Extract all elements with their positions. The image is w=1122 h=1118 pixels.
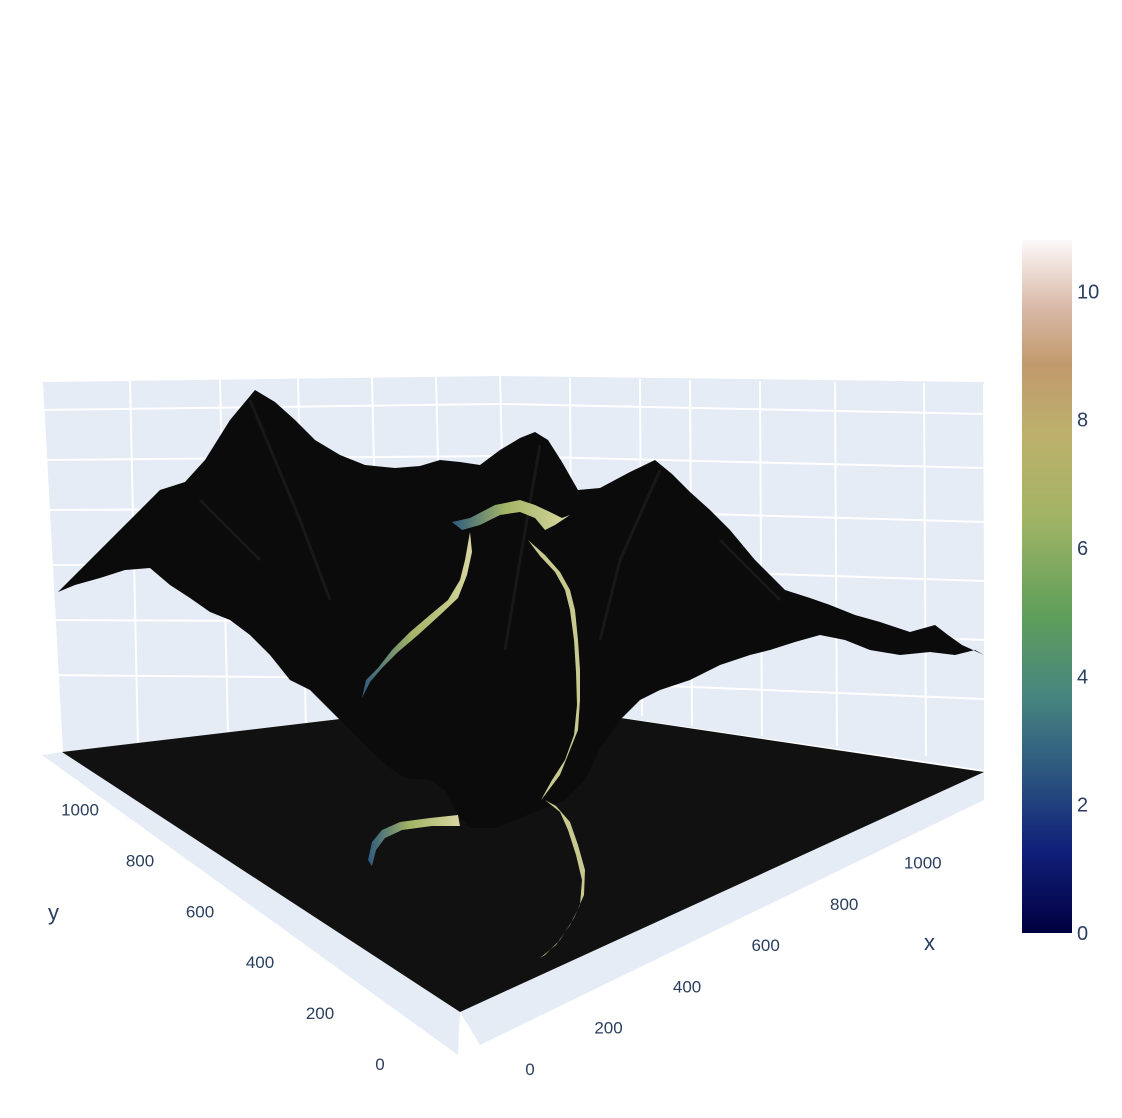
colorbar-tick-label: 0	[1077, 923, 1088, 945]
floor-right-pane	[460, 770, 984, 1045]
colorbar-ticks: 0 2 4 6 8 10	[1077, 281, 1099, 945]
y-tick-label: 600	[186, 902, 214, 921]
colorbar-tick-label: 10	[1077, 281, 1099, 303]
river-ridge-crest	[452, 500, 570, 530]
river-lower-left	[368, 815, 460, 866]
terrain-shading	[198, 399, 782, 651]
colorbar-tick-label: 6	[1077, 538, 1088, 560]
grid-line	[759, 380, 763, 737]
x-tick-label: 600	[751, 936, 779, 955]
grid-line	[499, 403, 985, 415]
y-tick-label: 800	[126, 851, 154, 870]
river-left-upper	[362, 532, 472, 698]
x-axis-ticks: 0 200 400 600 800 1000	[525, 854, 941, 1079]
river-lower-main	[540, 800, 585, 958]
colorbar[interactable]	[1022, 240, 1072, 933]
surface-floor	[62, 700, 984, 1012]
x-axis-title: x	[924, 930, 935, 955]
x-tick-label: 800	[830, 895, 858, 914]
x-tick-label: 1000	[904, 854, 942, 873]
y-axis-ticks: 0 200 400 600 800 1000	[61, 800, 385, 1074]
grid-line	[834, 381, 838, 747]
river-channels	[362, 500, 585, 958]
y-tick-label: 0	[375, 1055, 384, 1074]
grid-line	[41, 381, 63, 753]
grid-line	[983, 383, 987, 767]
y-tick-label: 1000	[61, 800, 99, 819]
x-tick-label: 0	[525, 1060, 534, 1079]
grid-line	[923, 382, 927, 757]
x-tick-label: 400	[673, 977, 701, 996]
colorbar-tick-label: 4	[1077, 666, 1088, 688]
colorbar-tick-label: 8	[1077, 410, 1088, 432]
y-tick-label: 200	[306, 1004, 334, 1023]
floor-left-pane	[42, 752, 460, 1055]
terrain-surface	[58, 390, 984, 828]
grid-line	[499, 455, 985, 469]
y-tick-label: 400	[246, 953, 274, 972]
y-axis-title: y	[48, 900, 59, 925]
x-tick-label: 200	[594, 1019, 622, 1038]
colorbar-tick-label: 2	[1077, 795, 1088, 817]
